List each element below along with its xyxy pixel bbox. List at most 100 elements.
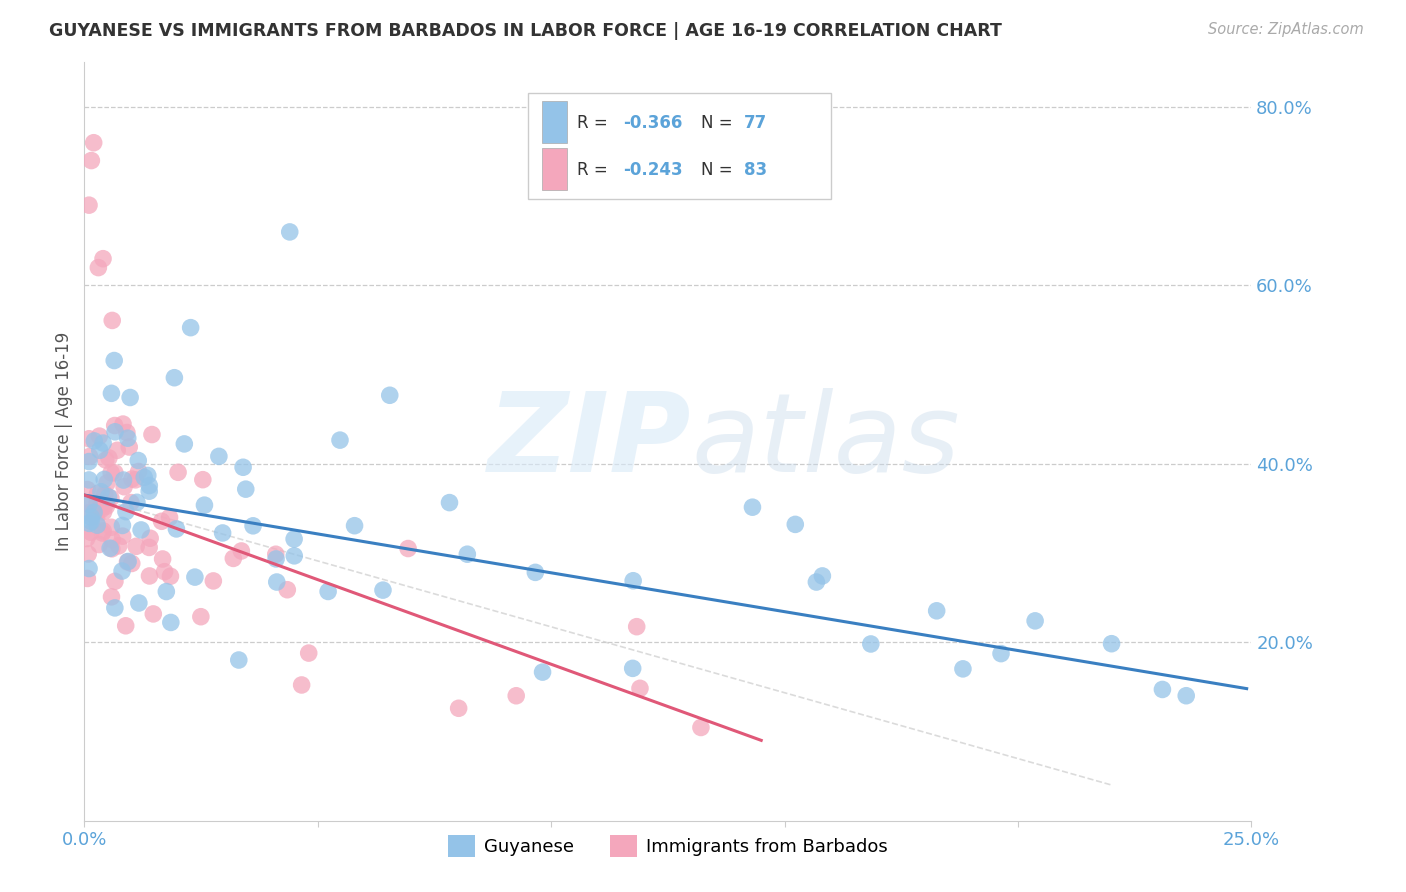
Point <box>124 473 146 487</box>
Point <box>111 529 134 543</box>
Point <box>690 721 713 735</box>
Point <box>80 514 103 528</box>
Point <box>76 572 98 586</box>
Point <box>101 541 124 556</box>
FancyBboxPatch shape <box>541 101 568 143</box>
Point <box>112 473 135 487</box>
Point <box>232 460 254 475</box>
Point <box>163 370 186 384</box>
Text: Source: ZipAtlas.com: Source: ZipAtlas.com <box>1208 22 1364 37</box>
Point <box>621 661 644 675</box>
Point <box>222 551 245 566</box>
Point <box>94 453 117 467</box>
Point <box>990 647 1012 661</box>
Text: ZIP: ZIP <box>488 388 692 495</box>
Point <box>111 518 134 533</box>
Text: GUYANESE VS IMMIGRANTS FROM BARBADOS IN LABOR FORCE | AGE 16-19 CORRELATION CHAR: GUYANESE VS IMMIGRANTS FROM BARBADOS IN … <box>49 22 1002 40</box>
Point <box>87 503 110 517</box>
Point <box>86 486 108 500</box>
Point <box>167 465 190 479</box>
Point <box>141 427 163 442</box>
Point <box>90 497 112 511</box>
Point <box>77 432 100 446</box>
Point <box>298 646 321 660</box>
Point <box>83 136 105 150</box>
Point <box>153 565 176 579</box>
Point <box>117 555 139 569</box>
Text: -0.366: -0.366 <box>623 114 683 132</box>
Point <box>925 604 948 618</box>
Point <box>283 549 305 563</box>
Point <box>97 450 120 465</box>
Point <box>91 524 114 538</box>
Text: 83: 83 <box>744 161 766 179</box>
Point <box>191 473 214 487</box>
Point <box>93 505 115 519</box>
Text: R =: R = <box>576 161 613 179</box>
Point <box>152 552 174 566</box>
Point <box>89 443 111 458</box>
Point <box>505 689 527 703</box>
Point <box>94 487 117 501</box>
Point <box>278 225 301 239</box>
Point <box>264 552 287 566</box>
Text: N =: N = <box>700 161 737 179</box>
Point <box>128 465 150 479</box>
Point <box>134 470 156 484</box>
Point <box>91 526 114 541</box>
Point <box>211 525 233 540</box>
Point <box>105 443 128 458</box>
Point <box>329 433 352 447</box>
Point <box>1152 682 1174 697</box>
Point <box>1024 614 1046 628</box>
Point <box>621 574 644 588</box>
Point <box>118 440 141 454</box>
Point <box>104 600 127 615</box>
Point <box>165 522 187 536</box>
Point <box>104 418 127 433</box>
Point <box>184 570 207 584</box>
Point <box>83 505 105 519</box>
Point <box>114 619 136 633</box>
Point <box>208 450 231 464</box>
Point <box>117 554 139 568</box>
Point <box>77 454 100 468</box>
Point <box>235 482 257 496</box>
Point <box>104 466 127 480</box>
Point <box>112 480 135 494</box>
Point <box>117 431 139 445</box>
Point <box>125 539 148 553</box>
Point <box>100 590 122 604</box>
Point <box>142 607 165 621</box>
Text: -0.243: -0.243 <box>623 161 683 179</box>
Point <box>76 483 98 497</box>
Point <box>104 425 127 439</box>
Point <box>447 701 470 715</box>
Point <box>202 574 225 588</box>
Point <box>160 615 183 630</box>
Point <box>159 569 181 583</box>
Point <box>524 566 547 580</box>
Point <box>80 510 103 524</box>
Point <box>86 496 108 510</box>
Point <box>77 506 100 520</box>
Point <box>266 574 288 589</box>
Point <box>76 496 98 510</box>
Point <box>90 502 112 516</box>
Point <box>952 662 974 676</box>
Point <box>785 517 807 532</box>
Point <box>276 582 298 597</box>
Point <box>155 584 177 599</box>
Point <box>87 537 110 551</box>
Point <box>859 637 882 651</box>
Point <box>150 514 173 528</box>
Point <box>100 386 122 401</box>
Point <box>86 512 108 526</box>
Point <box>371 583 394 598</box>
Point <box>97 490 120 504</box>
Point <box>77 547 100 561</box>
Point <box>378 388 401 402</box>
Y-axis label: In Labor Force | Age 16-19: In Labor Force | Age 16-19 <box>55 332 73 551</box>
Point <box>111 417 134 431</box>
Point <box>741 500 763 515</box>
